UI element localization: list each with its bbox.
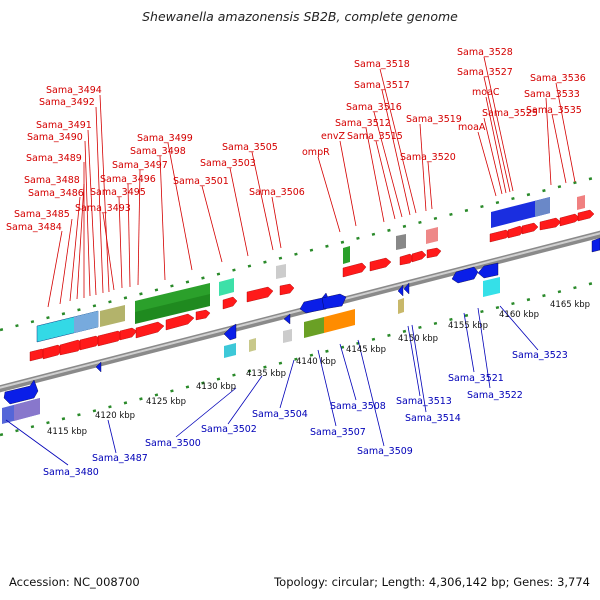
gene-label: Sama_3491 xyxy=(36,120,92,131)
gene-label: Sama_3535 xyxy=(526,105,582,116)
gene-label: Sama_3498 xyxy=(130,146,186,157)
gene-label: Sama_3512 xyxy=(335,118,391,129)
kbp-label: 4125 kbp xyxy=(146,397,186,407)
gene-label: Sama_3480 xyxy=(43,467,99,478)
kbp-label: 4165 kbp xyxy=(550,300,590,310)
kbp-label: 4155 kbp xyxy=(448,321,488,331)
kbp-label: 4145 kbp xyxy=(346,345,386,355)
genome-info-text: Topology: circular; Length: 4,306,142 bp… xyxy=(274,575,590,589)
gene-label: Sama_3493 xyxy=(75,203,131,214)
upper-feature-blocks xyxy=(36,195,585,343)
kbp-label: 4115 kbp xyxy=(47,427,87,437)
gene-label: Sama_3525 xyxy=(482,108,538,119)
gene-label: Sama_3517 xyxy=(354,80,410,91)
gene-label: Sama_3516 xyxy=(346,102,402,113)
kbp-label: 4150 kbp xyxy=(398,334,438,344)
bottom-labels: Sama_3480 Sama_3487 Sama_3500 Sama_3502 … xyxy=(43,350,568,478)
gene-label: Sama_3492 xyxy=(39,97,95,108)
accession-text: Accession: NC_008700 xyxy=(9,575,140,589)
gene-label: envZ xyxy=(321,131,345,142)
gene-label: Sama_3502 xyxy=(201,424,257,435)
gene-label: Sama_3507 xyxy=(310,427,366,438)
gene-label: Sama_3501 xyxy=(173,176,229,187)
top-label-leaders xyxy=(47,56,576,308)
gene-label: Sama_3503 xyxy=(200,158,256,169)
gene-label: Sama_3527 xyxy=(457,67,513,78)
kbp-label: 4120 kbp xyxy=(95,411,135,421)
kbp-label: 4130 kbp xyxy=(196,382,236,392)
top-labels: Sama_3484 Sama_3485 Sama_3486 Sama_3488 … xyxy=(6,47,586,233)
upper-track-ticks xyxy=(0,174,600,332)
gene-label: Sama_3521 xyxy=(448,373,504,384)
gene-label: Sama_3523 xyxy=(512,350,568,361)
gene-label: moaC xyxy=(472,87,500,98)
gene-label: Sama_3494 xyxy=(46,85,102,96)
gene-label: Sama_3500 xyxy=(145,438,201,449)
gene-label: Sama_3508 xyxy=(330,401,386,412)
gene-label: Sama_3505 xyxy=(222,142,278,153)
reverse-genes xyxy=(3,237,600,405)
gene-label: Sama_3487 xyxy=(92,453,148,464)
gene-label: Sama_3506 xyxy=(249,187,305,198)
gene-label: Sama_3528 xyxy=(457,47,513,58)
gene-label: Sama_3499 xyxy=(137,133,193,144)
gene-label: moaA xyxy=(458,122,486,133)
gene-label: Sama_3486 xyxy=(28,188,84,199)
gene-label: Sama_3536 xyxy=(530,73,586,84)
gene-label: Sama_3485 xyxy=(14,209,70,220)
forward-genes xyxy=(29,209,595,362)
gene-label: Sama_3522 xyxy=(467,390,523,401)
gene-label: Sama_3518 xyxy=(354,59,410,70)
gene-label: Sama_3484 xyxy=(6,222,62,233)
gene-label: ompR xyxy=(302,147,330,158)
bottom-label-leaders xyxy=(5,305,539,466)
gene-label: Sama_3513 xyxy=(396,396,452,407)
kbp-label: 4160 kbp xyxy=(499,310,539,320)
genome-title: Shewanella amazonensis SB2B, complete ge… xyxy=(142,9,458,24)
gene-label: Sama_3497 xyxy=(112,160,168,171)
lower-feature-blocks xyxy=(2,277,500,424)
gene-label: Sama_3520 xyxy=(400,152,456,163)
gene-label: Sama_3504 xyxy=(252,409,308,420)
gene-label: Sama_3496 xyxy=(100,174,156,185)
gene-label: Sama_3489 xyxy=(26,153,82,164)
gene-label: Sama_3490 xyxy=(27,132,83,143)
gene-label: Sama_3533 xyxy=(524,89,580,100)
gene-label: Sama_3519 xyxy=(406,114,462,125)
gene-label: Sama_3514 xyxy=(405,413,461,424)
kbp-label: 4140 kbp xyxy=(296,357,336,367)
gene-label: Sama_3488 xyxy=(24,175,80,186)
kbp-label: 4135 kbp xyxy=(246,369,286,379)
gene-label: Sama_3495 xyxy=(90,187,146,198)
gene-label: Sama_3515 xyxy=(347,131,403,142)
gene-label: Sama_3509 xyxy=(357,446,413,457)
kbp-scale: 4115 kbp 4120 kbp 4125 kbp 4130 kbp 4135… xyxy=(47,300,590,437)
